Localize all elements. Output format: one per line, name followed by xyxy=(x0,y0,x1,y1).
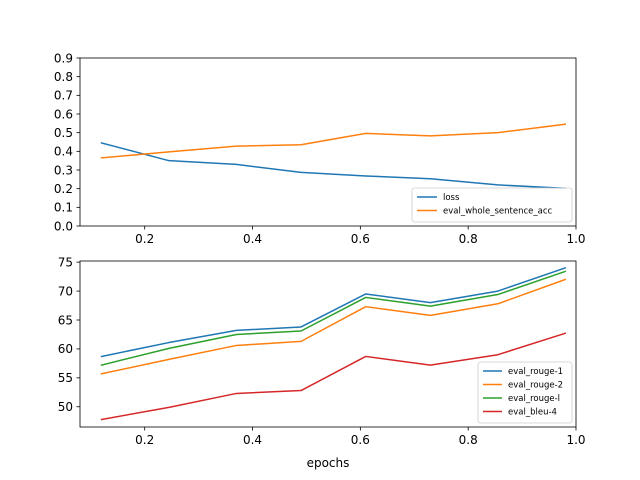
bottom-x-tick-label: 0.8 xyxy=(459,433,478,447)
bottom-x-tick-label: 0.2 xyxy=(135,433,154,447)
top-y-tick-label: 0.0 xyxy=(54,219,73,233)
legend-label-eval-rouge-2: eval_rouge-2 xyxy=(508,381,563,391)
top-x-tick-label: 0.6 xyxy=(351,232,370,246)
legend-label-eval-whole-sentence-acc: eval_whole_sentence_acc xyxy=(443,207,552,217)
legend-label-loss: loss xyxy=(443,193,460,203)
bottom-x-axis-label: epochs xyxy=(307,456,350,470)
bottom-axes-frame xyxy=(79,260,577,428)
top-y-tick-label: 0.2 xyxy=(54,182,73,196)
series-line-eval-bleu-4 xyxy=(100,332,567,421)
series-line-eval-rouge-1 xyxy=(100,266,567,358)
top-y-tick-label: 0.9 xyxy=(54,51,73,65)
bottom-y-tick-label: 75 xyxy=(58,255,73,269)
top-legend: loss eval_whole_sentence_acc xyxy=(411,187,573,223)
series-line-loss xyxy=(100,142,567,190)
top-x-tick-label: 0.2 xyxy=(135,232,154,246)
bottom-y-tick-label: 65 xyxy=(58,313,73,327)
bottom-x-tick-label: 1.0 xyxy=(566,433,585,447)
bottom-legend: eval_rouge-1 eval_rouge-2 eval_rouge-leval… xyxy=(477,361,573,424)
legend-label-eval-bleu-4: eval_bleu-4 xyxy=(508,408,557,418)
bottom-plot: 0.2 0.4 0.6 0.8 1.0 50 55 60 65 70 75 epochs eval_ro… xyxy=(58,255,586,470)
top-legend-box xyxy=(411,187,573,223)
top-y-tick-label: 0.4 xyxy=(54,145,73,159)
bottom-y-tick-label: 50 xyxy=(58,400,73,414)
series-line-eval-rouge-2 xyxy=(100,278,567,375)
legend-label-eval-rouge-l: eval_rouge-l xyxy=(508,394,560,404)
series-line-eval-whole-sentence-acc xyxy=(100,123,567,159)
top-y-tick-label: 0.1 xyxy=(54,201,73,215)
top-x-tick-label: 0.8 xyxy=(459,232,478,246)
top-axes-frame xyxy=(79,57,577,227)
bottom-x-tick-label: 0.6 xyxy=(351,433,370,447)
bottom-y-tick-label: 55 xyxy=(58,371,73,385)
top-y-tick-label: 0.3 xyxy=(54,163,73,177)
top-y-tick-label: 0.7 xyxy=(54,89,73,103)
bottom-y-tick-label: 70 xyxy=(58,284,73,298)
bottom-y-tick-label: 60 xyxy=(58,342,73,356)
bottom-legend-box xyxy=(477,361,573,424)
legend-label-eval-rouge-1: eval_rouge-1 xyxy=(508,367,563,377)
top-y-tick-label: 0.8 xyxy=(54,70,73,84)
top-x-tick-label: 0.4 xyxy=(243,232,262,246)
bottom-x-tick-label: 0.4 xyxy=(243,433,262,447)
top-y-tick-label: 0.6 xyxy=(54,107,73,121)
top-y-tick-label: 0.5 xyxy=(54,126,73,140)
top-plot: 0.2 0.4 0.6 0.8 1.0 0.0 0.1 0.2 0.3 0.4 0.5 0.6 0.7 0… xyxy=(54,51,586,246)
top-x-tick-label: 1.0 xyxy=(566,232,585,246)
series-line-eval-rouge-l xyxy=(100,270,567,367)
